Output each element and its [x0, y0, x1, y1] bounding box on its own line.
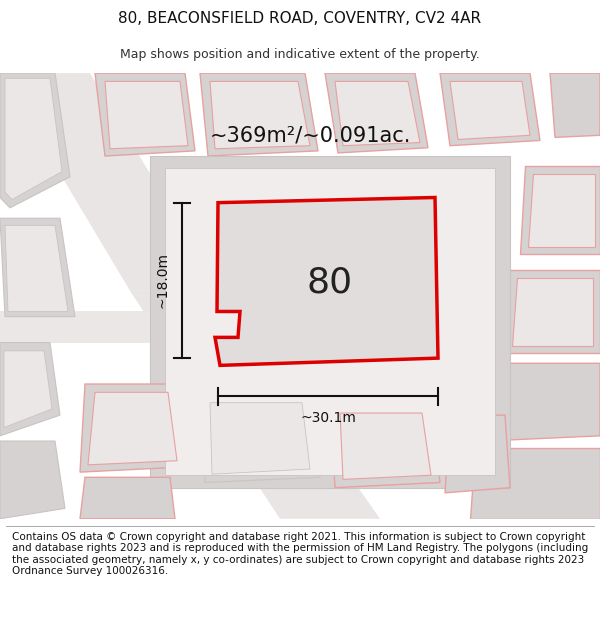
Polygon shape	[450, 81, 530, 139]
Polygon shape	[4, 351, 52, 428]
Polygon shape	[0, 311, 600, 342]
Polygon shape	[505, 270, 600, 353]
Polygon shape	[5, 226, 68, 311]
Polygon shape	[165, 169, 495, 475]
Polygon shape	[200, 73, 318, 156]
Polygon shape	[330, 405, 440, 488]
Polygon shape	[0, 73, 220, 291]
Polygon shape	[485, 363, 600, 441]
Polygon shape	[0, 73, 70, 208]
Polygon shape	[445, 415, 510, 493]
Polygon shape	[440, 73, 540, 146]
Polygon shape	[550, 73, 600, 138]
Text: ~30.1m: ~30.1m	[300, 411, 356, 425]
Polygon shape	[335, 81, 420, 146]
Polygon shape	[520, 166, 600, 254]
Polygon shape	[512, 278, 593, 346]
Polygon shape	[5, 78, 62, 199]
Polygon shape	[325, 73, 428, 153]
Polygon shape	[130, 291, 380, 519]
Polygon shape	[95, 73, 195, 156]
Text: ~18.0m: ~18.0m	[156, 253, 170, 308]
Polygon shape	[150, 156, 510, 488]
Polygon shape	[528, 174, 595, 248]
Polygon shape	[105, 81, 188, 149]
Polygon shape	[470, 448, 600, 519]
Polygon shape	[88, 392, 177, 465]
Polygon shape	[200, 394, 320, 482]
Polygon shape	[0, 218, 75, 317]
Polygon shape	[210, 402, 310, 474]
Polygon shape	[80, 478, 175, 519]
Polygon shape	[215, 198, 438, 366]
Text: Contains OS data © Crown copyright and database right 2021. This information is : Contains OS data © Crown copyright and d…	[12, 531, 588, 576]
Polygon shape	[340, 413, 431, 479]
Text: ~369m²/~0.091ac.: ~369m²/~0.091ac.	[209, 125, 410, 145]
Polygon shape	[0, 342, 60, 436]
Polygon shape	[0, 441, 65, 519]
Text: 80: 80	[307, 266, 353, 299]
Polygon shape	[80, 384, 185, 472]
Text: 80, BEACONSFIELD ROAD, COVENTRY, CV2 4AR: 80, BEACONSFIELD ROAD, COVENTRY, CV2 4AR	[118, 11, 482, 26]
Polygon shape	[210, 81, 310, 149]
Text: Map shows position and indicative extent of the property.: Map shows position and indicative extent…	[120, 48, 480, 61]
